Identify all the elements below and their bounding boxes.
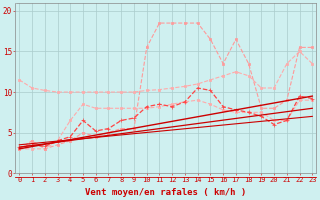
X-axis label: Vent moyen/en rafales ( km/h ): Vent moyen/en rafales ( km/h )	[85, 188, 246, 197]
